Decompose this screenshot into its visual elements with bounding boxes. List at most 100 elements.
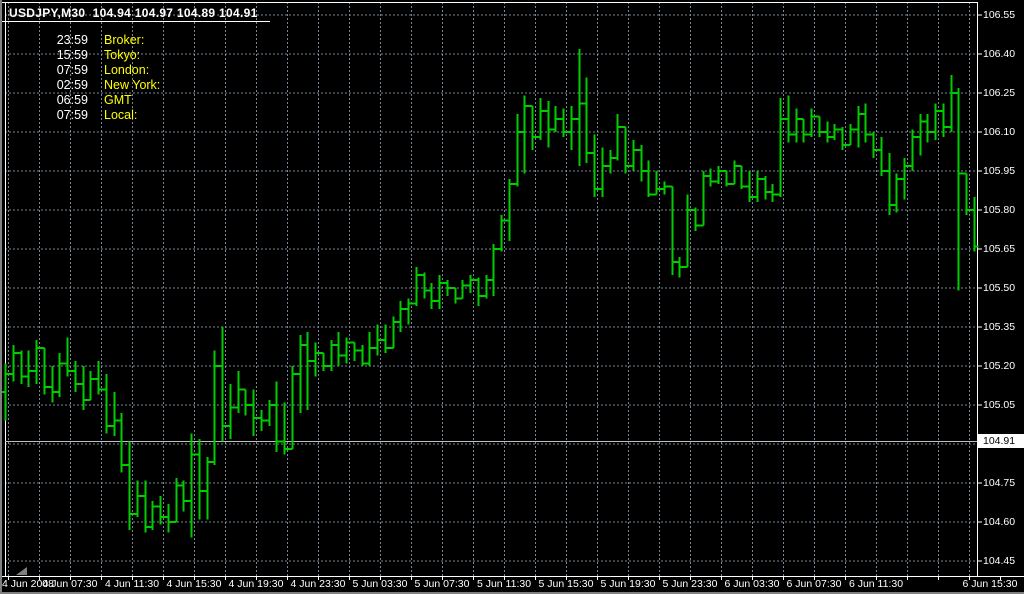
- ohlc-bar: [234, 371, 243, 413]
- ohlc-bar: [117, 412, 126, 473]
- ohlc-bar: [931, 103, 940, 140]
- ohlc-bar: [923, 113, 932, 143]
- ohlc-bar: [358, 345, 367, 366]
- time-tick-label: 4 Jun 11:30: [104, 578, 160, 590]
- ohlc-bar: [885, 152, 894, 216]
- clock-label-newyork: New York:: [104, 78, 161, 92]
- ohlc-bar: [714, 165, 723, 184]
- ohlc-bar: [489, 243, 498, 296]
- ohlc-bar: [854, 106, 863, 148]
- ohlc-bar: [838, 126, 847, 151]
- clock-time-london: 07:59: [56, 63, 88, 77]
- current-price-tag: 104.91: [978, 434, 1024, 448]
- ohlc-bar: [334, 332, 343, 366]
- ohlc-bar: [652, 171, 661, 196]
- ohlc-bar: [606, 150, 615, 174]
- ohlc-bar: [319, 352, 328, 372]
- ohlc-bar: [218, 327, 227, 442]
- clock-label-local: Local:: [104, 108, 138, 122]
- ohlc-bar: [784, 95, 793, 143]
- price-tick-label: 106.55: [983, 9, 1016, 21]
- time-tick-label: 6 Jun 15:30: [962, 578, 1018, 590]
- ohlc-bar: [172, 477, 181, 523]
- ohlc-bar: [63, 337, 72, 377]
- time-tick-label: 6 Jun 07:30: [786, 578, 842, 590]
- ohlc-bar: [257, 410, 266, 431]
- ohlc-bar: [799, 118, 808, 143]
- ohlc-bar: [939, 103, 948, 138]
- price-tick-label: 105.20: [983, 360, 1016, 372]
- ohlc-bar: [544, 100, 553, 148]
- ohlc-bar: [722, 170, 731, 187]
- ohlc-bar: [24, 350, 33, 387]
- clock-label-broker: Broker:: [104, 33, 145, 47]
- clock-label-london: London:: [104, 63, 150, 77]
- ohlc-bar: [443, 280, 452, 296]
- ohlc-bar: [303, 332, 312, 411]
- ohlc-bar: [575, 48, 584, 166]
- clock-time-newyork: 02:59: [56, 78, 88, 92]
- ohlc-bar: [102, 373, 111, 434]
- ohlc-bar: [381, 324, 390, 353]
- ohlc-bar: [458, 280, 467, 300]
- price-tick-label: 104.45: [983, 555, 1016, 567]
- ohlc-bar: [947, 74, 956, 132]
- ohlc-bar: [768, 184, 777, 203]
- ohlc-bar: [513, 113, 522, 187]
- ohlc-bar: [195, 438, 204, 520]
- ohlc-bar: [629, 139, 638, 171]
- ohlc-bar: [675, 256, 684, 278]
- price-tick-label: 105.50: [983, 282, 1016, 294]
- ohlc-bar: [210, 350, 219, 465]
- axis-corner-triangle: [16, 567, 27, 575]
- time-tick-label: 4 Jun 2008: [2, 578, 54, 590]
- ohlc-bar: [32, 340, 41, 385]
- window-left-border: [0, 0, 2, 594]
- ohlc-bar: [567, 106, 576, 151]
- time-tick-label: 5 Jun 19:30: [600, 578, 656, 590]
- ohlc-bar: [110, 392, 119, 437]
- ohlc-bar: [668, 185, 677, 275]
- clock-time-local: 07:59: [56, 108, 88, 122]
- ohlc-bar: [280, 402, 289, 455]
- price-tick-label: 106.25: [983, 87, 1016, 99]
- ohlc-bar: [373, 324, 382, 356]
- current-price-value: 104.91: [983, 435, 1016, 447]
- ohlc-bar: [164, 503, 173, 533]
- ohlc-bar: [892, 173, 901, 213]
- ohlc-bar: [148, 501, 157, 530]
- ohlc-bar: [327, 340, 336, 372]
- ohlc-bar: [861, 103, 870, 143]
- ohlc-bar: [745, 171, 754, 203]
- ohlc-bar: [505, 178, 514, 242]
- ohlc-bar: [272, 381, 281, 452]
- ohlc-bar: [482, 275, 491, 299]
- price-tick-label: 105.65: [983, 243, 1016, 255]
- ohlc-bar: [916, 113, 925, 156]
- window-bottom-border: [0, 592, 1024, 594]
- ohlc-bar: [497, 215, 506, 252]
- clock-time-gmt: 06:59: [56, 93, 88, 107]
- ohlc-bar: [226, 384, 235, 439]
- time-tick-label: 5 Jun 23:30: [662, 578, 718, 590]
- price-tick-label: 105.35: [983, 321, 1016, 333]
- ohlc-bar: [40, 346, 49, 395]
- ohlc-bar: [954, 87, 963, 291]
- ohlc-bar: [389, 316, 398, 349]
- ohlc-bar: [265, 399, 274, 426]
- time-tick-label: 4 Jun 23:30: [290, 578, 346, 590]
- ohlc-bar: [466, 275, 475, 294]
- ohlc-bar: [962, 172, 971, 216]
- ohlc-bar: [342, 337, 351, 364]
- ohlc-bar: [404, 298, 413, 325]
- ohlc-bar: [621, 125, 630, 174]
- ohlc-bar: [761, 176, 770, 200]
- ohlc-bar: [877, 137, 886, 177]
- ohlc-bar: [133, 480, 142, 517]
- ohlc-bar: [296, 334, 305, 413]
- ohlc-bar: [908, 129, 917, 171]
- ohlc-bar: [288, 366, 297, 451]
- time-tick-label: 5 Jun 11:30: [476, 578, 532, 590]
